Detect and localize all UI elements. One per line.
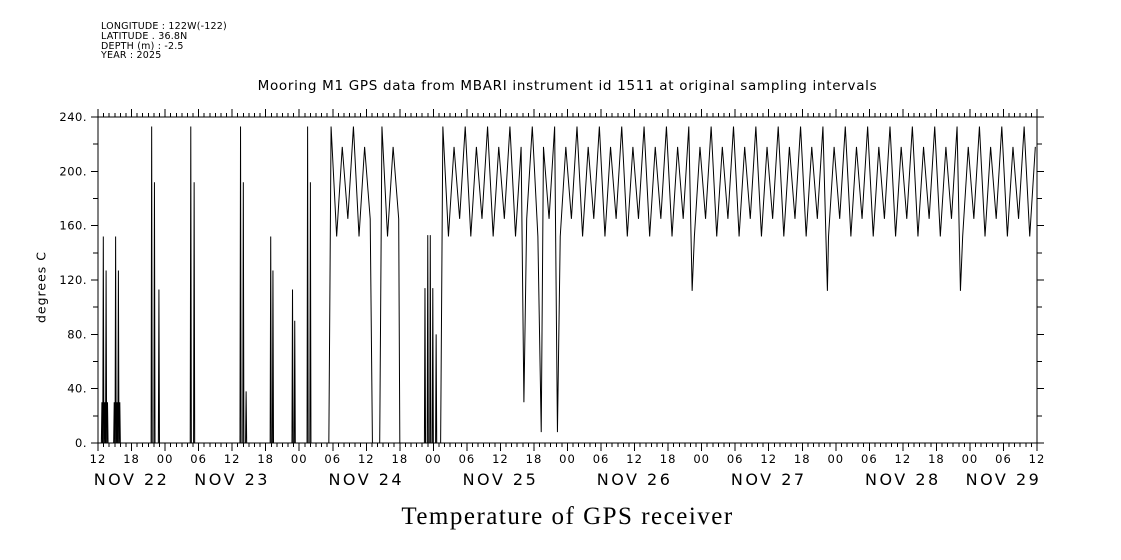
y-tick-label: 0. (75, 436, 87, 450)
x-hour-label: 18 (257, 452, 274, 466)
x-hour-label: 00 (157, 452, 174, 466)
x-hour-label: 00 (962, 452, 979, 466)
y-tick-label: 80. (67, 327, 87, 341)
metadata-latitude: LATITUDE . 36.8N (101, 30, 188, 42)
x-hour-label: 00 (827, 452, 844, 466)
x-hour-label: 12 (90, 452, 107, 466)
x-hour-label: 06 (324, 452, 341, 466)
x-hour-label: 12 (760, 452, 777, 466)
y-tick-label: 160. (59, 219, 87, 233)
x-hour-label: 00 (559, 452, 576, 466)
x-hour-label: 06 (459, 452, 476, 466)
x-hour-label: 00 (693, 452, 710, 466)
x-hour-label: 12 (492, 452, 509, 466)
x-day-label: NOV 25 (463, 470, 539, 489)
plot-frame (97, 116, 1038, 444)
x-day-label: NOV 28 (865, 470, 941, 489)
y-tick-label: 200. (59, 164, 87, 178)
x-day-label: NOV 22 (94, 470, 170, 489)
x-hour-label: 18 (526, 452, 543, 466)
x-hour-label: 18 (392, 452, 409, 466)
y-tick-label: 120. (59, 273, 87, 287)
x-hour-label: 06 (727, 452, 744, 466)
x-day-label: NOV 29 (966, 470, 1042, 489)
x-hour-label: 18 (660, 452, 677, 466)
x-hour-label: 06 (995, 452, 1012, 466)
x-hour-label: 12 (626, 452, 643, 466)
metadata-longitude: LONGITUDE : 122W(-122) (101, 21, 227, 32)
metadata-depth: DEPTH (m) : -2.5 (101, 40, 184, 52)
x-hour-label: 18 (123, 452, 140, 466)
x-hour-label: 12 (224, 452, 241, 466)
x-day-label: NOV 24 (328, 470, 404, 489)
x-day-label: NOV 23 (194, 470, 270, 489)
y-tick-label: 40. (67, 382, 87, 396)
x-hour-label: 06 (861, 452, 878, 466)
x-hour-label: 00 (291, 452, 308, 466)
y-tick-label: 240. (59, 110, 87, 124)
temperature-series (98, 126, 1036, 444)
x-hour-label: 18 (794, 452, 811, 466)
x-hour-label: 00 (425, 452, 442, 466)
x-hour-label: 12 (1029, 452, 1046, 466)
axis-labels: 12 18 00 06 12 18 00 06 12 18 00 06 12 18 00 06 12 18 00 06… (59, 110, 1046, 489)
x-hour-label: 18 (928, 452, 945, 466)
temperature-plot: 12 18 00 06 12 18 00 06 12 18 00 06 12 18 00 06 12 18 00 06… (59, 109, 1046, 489)
x-day-label: NOV 26 (597, 470, 673, 489)
metadata-year: YEAR : 2025 (101, 50, 162, 62)
x-hour-label: 06 (593, 452, 610, 466)
x-hour-label: 12 (895, 452, 912, 466)
x-hour-label: 12 (358, 452, 375, 466)
x-hour-label: 06 (190, 452, 207, 466)
metadata-block: LONGITUDE : 122W(-122) LATITUDE . 36.8N … (101, 22, 227, 61)
plot-title: Mooring M1 GPS data from MBARI instrumen… (257, 78, 878, 94)
x-day-label: NOV 27 (731, 470, 807, 489)
axis-ticks (91, 109, 1044, 451)
figure-caption: Temperature of GPS receiver (401, 503, 734, 530)
